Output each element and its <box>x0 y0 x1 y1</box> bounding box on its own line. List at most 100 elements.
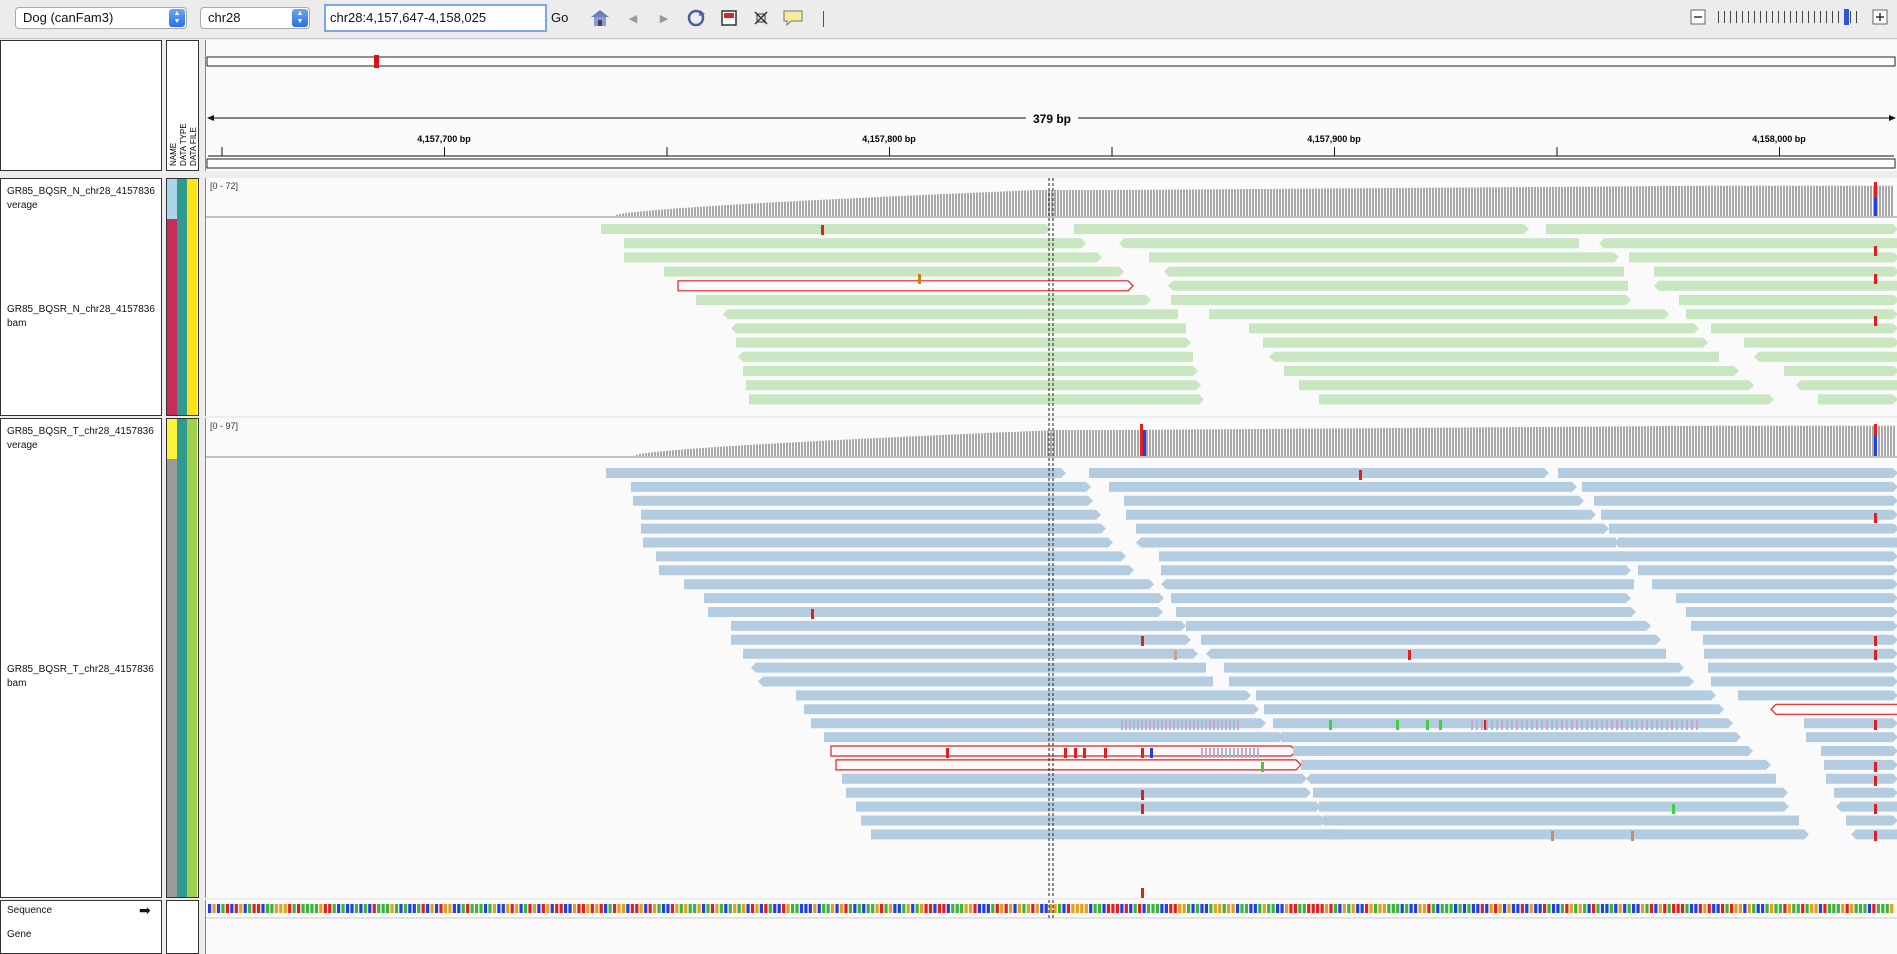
normal-name-panel: GR85_BQSR_N_chr28_4157836 verage GR85_BQS… <box>0 178 162 416</box>
coverage-bar <box>948 434 950 456</box>
coverage-bar <box>915 436 917 456</box>
normal-coverage-label[interactable]: GR85_BQSR_N_chr28_4157836 verage <box>7 186 155 211</box>
coverage-bar <box>1036 190 1038 216</box>
read <box>1186 620 1651 631</box>
low-quality-base <box>1596 720 1598 730</box>
sequence-base <box>288 904 292 913</box>
coverage-bar <box>1437 427 1439 456</box>
low-quality-base <box>1221 720 1223 730</box>
mismatch <box>811 609 814 619</box>
read <box>1256 690 1716 701</box>
low-quality-base <box>1125 720 1127 730</box>
sequence-base <box>1382 904 1386 913</box>
coverage-bar <box>1792 185 1794 216</box>
read <box>1284 366 1739 376</box>
coverage-bar <box>1426 187 1428 216</box>
popup-icon[interactable] <box>780 6 806 30</box>
coverage-bar <box>859 197 861 216</box>
sequence-base <box>1818 904 1823 913</box>
coverage-bar <box>1302 428 1304 456</box>
tumor-data-panel[interactable]: [0 - 97] <box>205 418 1897 898</box>
sequence-base <box>1218 904 1222 913</box>
sequence-base <box>1360 904 1364 913</box>
tumor-bam-label[interactable]: GR85_BQSR_T_chr28_4157836 bam <box>7 664 154 689</box>
coverage-bar <box>933 435 935 456</box>
coverage-bar <box>1413 427 1415 456</box>
tumor-coverage-label[interactable]: GR85_BQSR_T_chr28_4157836 verage <box>7 426 154 451</box>
normal-data-panel[interactable]: [0 - 72] <box>205 178 1897 416</box>
genome-dropdown[interactable]: Dog (canFam3) ▲ ▼ <box>15 7 187 29</box>
low-quality-base <box>1506 720 1508 730</box>
coverage-bar <box>1198 189 1200 216</box>
sequence-base <box>1694 904 1698 913</box>
coverage-bar <box>990 432 992 456</box>
refresh-icon[interactable] <box>683 6 709 30</box>
normal-bam-label[interactable]: GR85_BQSR_N_chr28_4157836 bam <box>7 304 155 329</box>
sequence-base <box>746 904 750 913</box>
sequence-base <box>568 904 572 913</box>
low-quality-base <box>1133 720 1135 730</box>
sequence-base <box>577 904 581 913</box>
coverage-bar <box>664 209 666 216</box>
coverage-bar <box>1887 425 1889 456</box>
zoom-out-button[interactable] <box>1690 8 1706 26</box>
sequence-base <box>586 904 590 913</box>
coverage-bar <box>1783 185 1785 216</box>
back-icon[interactable]: ◀ <box>628 12 638 25</box>
attr-header-datafile: DATA FILE <box>189 127 198 166</box>
coverage-bar <box>1029 431 1031 456</box>
coverage-bar <box>1738 185 1740 216</box>
coverage-bar <box>1146 429 1148 456</box>
sequence-base <box>1347 904 1351 913</box>
coverage-bar <box>1785 425 1787 456</box>
sequence-base <box>1792 904 1796 913</box>
coverage-bar <box>1822 185 1824 216</box>
coverage-bar <box>1329 428 1331 456</box>
sequence-base <box>394 904 399 913</box>
coverage-bar <box>1057 190 1059 216</box>
coverage-bar <box>1537 186 1539 216</box>
read <box>1263 337 1708 348</box>
roi-icon[interactable] <box>716 6 742 30</box>
read <box>1124 495 1584 506</box>
forward-icon[interactable]: ▶ <box>659 12 669 25</box>
sequence-gene-panel[interactable] <box>205 900 1897 954</box>
coverage-bar <box>822 440 824 456</box>
sequence-base <box>1850 904 1854 913</box>
home-icon[interactable] <box>587 6 613 30</box>
sequence-base <box>1160 904 1164 913</box>
coverage-bar <box>1629 426 1631 456</box>
coverage-bar <box>1819 185 1821 216</box>
read <box>1609 523 1897 534</box>
sequence-base <box>1209 904 1213 913</box>
strand-arrow-icon[interactable]: ➡ <box>139 902 151 918</box>
coverage-bar <box>1027 190 1029 216</box>
sequence-base <box>1827 904 1831 913</box>
coverage-bar <box>1384 188 1386 216</box>
low-quality-base <box>1157 720 1159 730</box>
coverage-bar <box>1419 427 1421 456</box>
coverage-bar <box>679 208 681 216</box>
sequence-label[interactable]: Sequence <box>7 905 53 916</box>
sequence-base <box>1009 904 1013 913</box>
coverage-bar <box>961 193 963 216</box>
gene-label[interactable]: Gene <box>7 929 32 940</box>
coverage-bar <box>987 432 989 456</box>
sequence-base <box>617 904 621 913</box>
coverage-bar <box>1101 430 1103 456</box>
zoom-slider[interactable] <box>1714 8 1864 26</box>
read <box>871 829 1346 840</box>
attr-datatype-color <box>177 219 187 415</box>
ruler-panel[interactable]: 379 bp 4,157,700 bp 4,157,800 bp 4,157,900 … <box>205 40 1897 171</box>
coverage-bar <box>1836 425 1838 456</box>
sequence-base <box>403 904 407 913</box>
fit-icon[interactable] <box>748 6 774 30</box>
coverage-bar <box>1222 189 1224 216</box>
coverage-bar <box>754 203 756 216</box>
coverage-bar <box>960 434 962 456</box>
locus-input[interactable]: chr28:4,157,647-4,158,025 <box>324 4 547 32</box>
go-button[interactable]: Go <box>551 10 569 25</box>
chromosome-dropdown[interactable]: chr28 ▲ ▼ <box>200 7 310 29</box>
zoom-in-button[interactable] <box>1872 8 1888 26</box>
coverage-bar <box>1881 425 1883 456</box>
